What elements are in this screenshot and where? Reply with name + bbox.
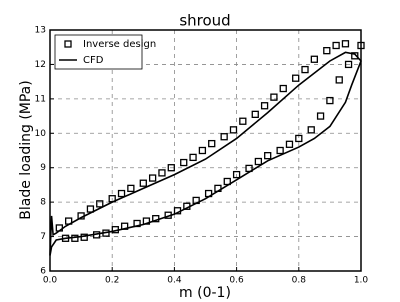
x-tick-label: 0.8 [292, 276, 307, 286]
marker [332, 41, 340, 50]
marker [270, 93, 278, 101]
y-tick-label: 13 [35, 26, 46, 36]
marker [351, 52, 359, 60]
y-tick-label: 9 [40, 163, 46, 173]
marker [326, 96, 334, 105]
marker [341, 40, 350, 48]
x-tick-label: 0.2 [105, 276, 119, 286]
marker [260, 102, 269, 110]
y-tick-label: 6 [40, 267, 46, 277]
marker [264, 152, 272, 160]
x-tick-label: 0.0 [43, 276, 58, 286]
marker [276, 146, 284, 155]
legend-marker [64, 40, 72, 48]
marker [86, 205, 95, 213]
marker [158, 169, 166, 177]
marker [254, 157, 263, 166]
marker [139, 179, 147, 187]
x-tick-label: 0.6 [229, 276, 244, 286]
marker [310, 55, 319, 63]
marker [96, 200, 104, 208]
marker [295, 134, 303, 143]
y-tick-label: 10 [35, 129, 47, 139]
marker [148, 174, 157, 182]
marker [307, 126, 315, 134]
legend-label: CFD [83, 55, 104, 66]
marker [223, 177, 231, 186]
marker [251, 110, 259, 118]
marker [198, 146, 207, 155]
chart-title: shroud [179, 12, 230, 30]
y-tick-label: 8 [40, 198, 46, 208]
y-tick-label: 11 [35, 94, 46, 104]
marker [180, 158, 188, 167]
marker [285, 140, 294, 148]
marker [117, 189, 126, 198]
x-axis-label: m (0-1) [179, 285, 231, 301]
y-tick-label: 12 [35, 60, 46, 70]
marker [189, 153, 197, 162]
marker [127, 184, 135, 193]
x-tick-label: 0.4 [167, 276, 182, 286]
marker [232, 170, 241, 179]
marker [323, 47, 331, 55]
marker [316, 112, 325, 120]
marker [301, 65, 309, 74]
plot-frame [49, 29, 362, 272]
marker [220, 133, 228, 141]
marker [344, 60, 353, 69]
marker [239, 117, 247, 125]
y-axis-label: Blade loading (MPa) [18, 80, 34, 219]
marker [292, 74, 300, 82]
marker [335, 76, 343, 84]
x-tick-label: 1.0 [354, 276, 369, 286]
marker [229, 126, 238, 134]
y-tick-label: 7 [40, 232, 46, 242]
legend-label: Inverse design [83, 39, 156, 50]
marker [208, 139, 216, 148]
marker [167, 164, 175, 172]
marker [279, 84, 287, 93]
